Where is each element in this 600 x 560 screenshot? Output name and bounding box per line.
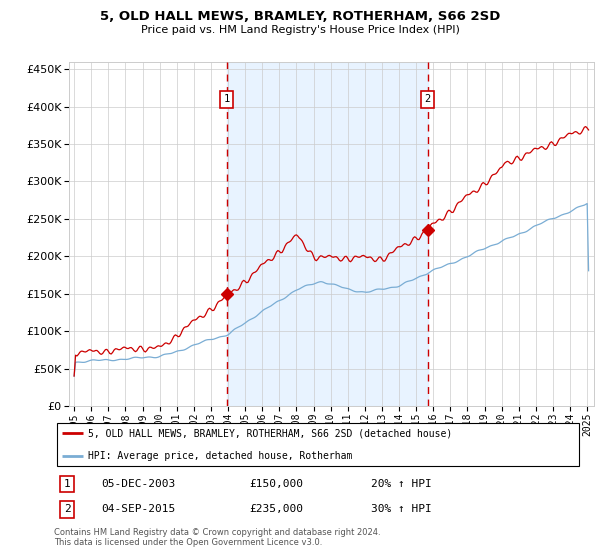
Text: 20% ↑ HPI: 20% ↑ HPI [371,479,431,489]
Text: 2: 2 [424,95,431,105]
Text: £235,000: £235,000 [250,505,304,515]
Text: 5, OLD HALL MEWS, BRAMLEY, ROTHERHAM, S66 2SD: 5, OLD HALL MEWS, BRAMLEY, ROTHERHAM, S6… [100,10,500,22]
Text: £150,000: £150,000 [250,479,304,489]
Text: HPI: Average price, detached house, Rotherham: HPI: Average price, detached house, Roth… [88,451,353,461]
Text: Contains HM Land Registry data © Crown copyright and database right 2024.
This d: Contains HM Land Registry data © Crown c… [54,528,380,547]
Text: 1: 1 [64,479,71,489]
Text: 2: 2 [64,505,71,515]
Bar [227,62,428,406]
Text: Price paid vs. HM Land Registry's House Price Index (HPI): Price paid vs. HM Land Registry's House … [140,25,460,35]
Text: 05-DEC-2003: 05-DEC-2003 [101,479,176,489]
FancyBboxPatch shape [56,423,580,466]
Text: 04-SEP-2015: 04-SEP-2015 [101,505,176,515]
Text: 5, OLD HALL MEWS, BRAMLEY, ROTHERHAM, S66 2SD (detached house): 5, OLD HALL MEWS, BRAMLEY, ROTHERHAM, S6… [88,428,452,438]
Text: 1: 1 [223,95,230,105]
Text: 30% ↑ HPI: 30% ↑ HPI [371,505,431,515]
